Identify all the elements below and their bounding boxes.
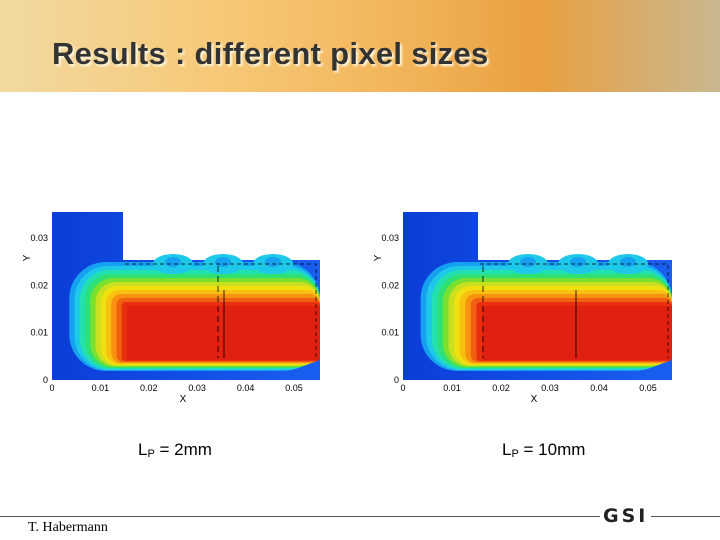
y-tick-label: 0.03 (30, 233, 48, 243)
y-tick-label: 0.03 (381, 233, 399, 243)
slide-title: Results : different pixel sizes (52, 36, 489, 71)
contour-cap (215, 257, 231, 267)
caption-sub: P (147, 448, 155, 460)
y-tick-label: 0.01 (381, 328, 399, 338)
caption: LP = 2mm (138, 440, 212, 460)
x-tick-label: 0.04 (237, 383, 255, 393)
y-tick-label: 0.01 (30, 328, 48, 338)
title-banner (0, 0, 720, 92)
x-tick-label: 0.02 (492, 383, 510, 393)
logo: GSI (600, 505, 652, 527)
x-tick-label: 0.04 (590, 383, 608, 393)
x-tick-label: 0 (400, 383, 405, 393)
contour-cap (570, 257, 586, 267)
contour-plot (403, 212, 672, 380)
x-axis-label: X (180, 394, 187, 405)
y-axis-label: Y (22, 254, 33, 261)
y-axis-label: Y (373, 254, 384, 261)
pixel-outline (125, 263, 317, 358)
caption-sub: P (511, 448, 519, 460)
footer-author: T. Habermann (28, 520, 108, 535)
x-tick-label: 0 (49, 383, 54, 393)
contour-plot (52, 212, 320, 380)
caption-main: L (138, 440, 148, 459)
x-tick-label: 0.03 (541, 383, 559, 393)
contour-cap (620, 257, 636, 267)
x-tick-label: 0.01 (92, 383, 110, 393)
y-tick-label: 0.02 (30, 280, 48, 290)
x-tick-label: 0.01 (443, 383, 461, 393)
x-tick-label: 0.05 (285, 383, 303, 393)
x-tick-label: 0.05 (639, 383, 657, 393)
caption: LP = 10mm (502, 440, 585, 460)
y-tick-label: 0 (394, 375, 399, 385)
caption-rest: = 2mm (154, 440, 212, 459)
caption-rest: = 10mm (518, 440, 586, 459)
y-tick-label: 0.02 (381, 280, 399, 290)
x-tick-label: 0.03 (188, 383, 206, 393)
x-tick-label: 0.02 (140, 383, 158, 393)
caption-main: L (502, 440, 512, 459)
contour-band (127, 306, 320, 360)
contour-cap (520, 257, 536, 267)
footer-line (0, 516, 720, 517)
contour-band (482, 306, 672, 360)
x-axis-label: X (531, 394, 538, 405)
y-tick-label: 0 (43, 375, 48, 385)
contour-cap (165, 257, 181, 267)
contour-cap (265, 257, 281, 267)
